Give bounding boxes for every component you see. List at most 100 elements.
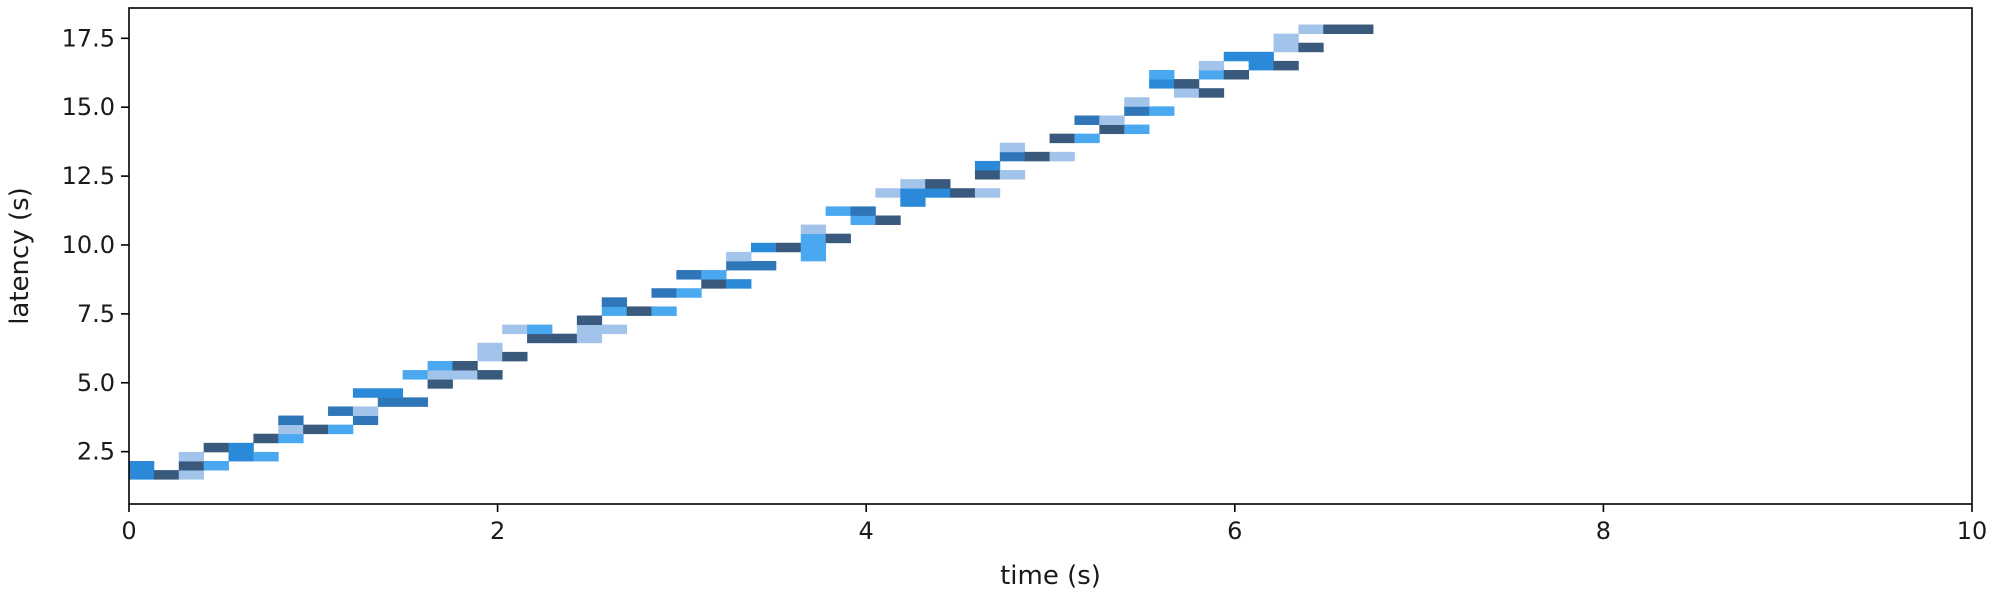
heatmap-cell [726,260,752,271]
x-tick-label: 2 [490,517,505,545]
heatmap-cell [452,370,478,380]
heatmap-cell [477,342,503,353]
heatmap-cell [1198,88,1225,98]
y-axis-ticks: 2.5 5.0 7.5 10.0 12.5 15.0 17.5 [62,24,129,466]
heatmap-cell [1149,79,1175,89]
y-tick-label: 7.5 [77,300,115,328]
heatmap-cell [1198,70,1225,80]
x-tick-label: 10 [1957,517,1988,545]
heatmap-cell [253,451,279,462]
heatmap-cell [1223,70,1250,80]
heatmap-cell [1099,115,1125,125]
y-tick-label: 15.0 [62,93,115,121]
heatmap-cell [278,433,304,444]
y-axis-label: latency (s) [5,187,35,325]
heatmap-cell [402,397,428,407]
heatmap-cell [974,160,1001,171]
y-tick-label: 5.0 [77,369,115,397]
heatmap-cell [1248,60,1274,71]
heatmap-cell [1298,42,1324,53]
heatmap-cell [203,442,229,453]
heatmap-cell [1298,24,1324,35]
heatmap-cell [352,406,379,416]
heatmap-cell [427,379,453,389]
heatmap-cell [825,206,851,216]
heatmap-cell [551,333,578,344]
heatmap-cell [1124,97,1150,107]
heatmap-cell [875,215,901,225]
heatmap-cell [1049,133,1075,144]
heatmap-cell [825,233,851,244]
heatmap-cell [701,279,727,289]
heatmap-cell [651,306,677,316]
heatmap-cell [950,188,976,198]
heatmap-cell [676,288,702,298]
y-tick-label: 2.5 [77,438,115,466]
heatmap-cell [278,424,304,435]
x-tick-label: 8 [1596,517,1611,545]
heatmap-cell [1024,151,1050,162]
y-tick-label: 10.0 [62,231,115,259]
y-tick-label: 12.5 [62,162,115,190]
heatmap-cell [278,415,304,426]
heatmap-cell [1323,24,1349,35]
heatmap-cell [925,188,951,198]
heatmap-cell [328,406,354,416]
heatmap-cell [751,260,777,271]
x-tick-label: 0 [121,517,136,545]
heatmap-cell [775,242,802,253]
heatmap-cell [1223,51,1250,62]
heatmap-cell [452,360,478,371]
heatmap-cell [228,451,254,462]
heatmap-cell [1149,70,1175,80]
heatmap-cell [178,451,205,462]
heatmap-cell [527,333,553,344]
heatmap-cell [900,197,926,207]
heatmap-cell [352,415,379,426]
heatmap-cell [751,242,777,253]
x-tick-label: 6 [1227,517,1242,545]
heatmap-cell [1149,106,1175,116]
heatmap-cell [601,306,628,316]
heatmap-cell [527,324,553,335]
heatmap-cells [129,24,1374,480]
heatmap-cell [800,242,827,253]
x-tick-label: 4 [859,517,874,545]
heatmap-cell [676,270,702,280]
x-axis-ticks: 0 2 4 6 8 10 [121,504,1987,545]
heatmap-cell [427,360,453,371]
heatmap-cell [477,351,503,362]
x-axis-label: time (s) [1000,561,1101,591]
heatmap-cell [502,324,528,335]
heatmap-cell [1124,106,1150,116]
heatmap-cell [974,170,1001,180]
heatmap-cell [601,324,628,335]
heatmap-cell [203,461,229,471]
heatmap-cell [1248,51,1274,62]
heatmap-cell [1198,60,1225,71]
heatmap-cell [1273,33,1299,44]
heatmap-cell [601,297,628,307]
heatmap-cell [1173,88,1200,98]
heatmap-cell [303,424,329,435]
heatmap-cell [502,351,528,362]
heatmap-cell [999,170,1026,180]
heatmap-cell [925,179,951,189]
heatmap-cell [1348,24,1374,35]
heatmap-cell [900,188,926,198]
heatmap-cell [726,251,752,262]
heatmap-cell [999,151,1026,162]
heatmap-cell [1273,60,1299,71]
heatmap-cell [402,370,428,380]
heatmap-cell [726,279,752,289]
plot-frame [128,7,1973,505]
heatmap-cell [178,461,205,471]
heatmap-cell [328,424,354,435]
heatmap-cell [1273,42,1299,53]
heatmap-cell [576,315,603,326]
heatmap-cell [477,370,503,380]
heatmap-cell [974,188,1001,198]
heatmap-cell [900,179,926,189]
heatmap-cell [253,433,279,444]
